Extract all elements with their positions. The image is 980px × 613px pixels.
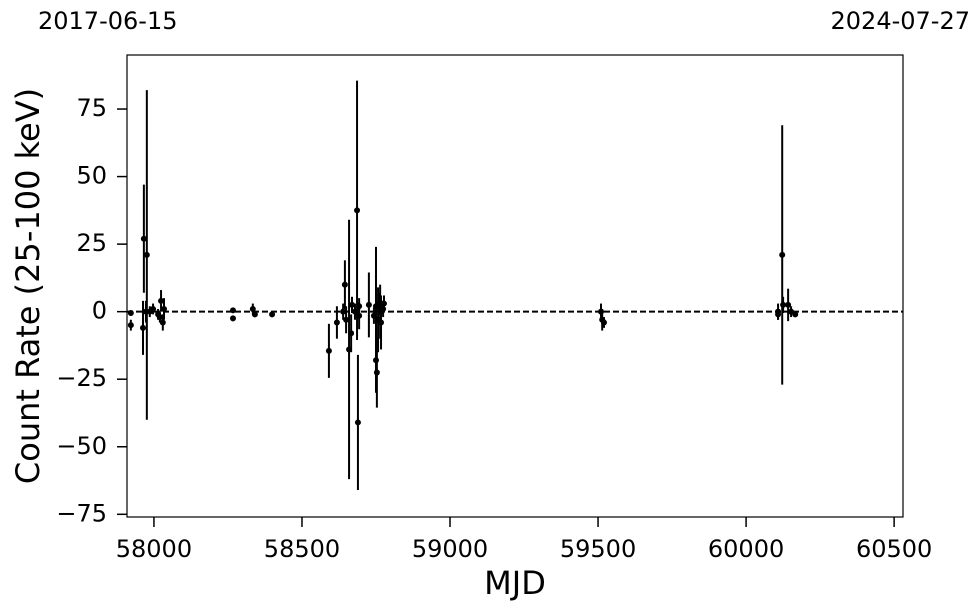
data-point [373, 369, 380, 376]
data-point [354, 419, 361, 426]
y-tick-label: 50 [76, 162, 107, 190]
top-left-date: 2017-06-15 [38, 7, 177, 35]
data-point [159, 319, 166, 326]
data-point [356, 312, 363, 319]
data-point [156, 314, 163, 321]
y-tick-label: 25 [76, 229, 107, 257]
data-point [780, 301, 787, 308]
data-point [229, 315, 236, 322]
data-point [343, 316, 350, 323]
plot-frame [126, 54, 904, 518]
y-axis-label: Count Rate (25-100 keV) [9, 88, 47, 484]
data-point [341, 281, 348, 288]
data-point [229, 307, 236, 314]
data-point [140, 235, 147, 242]
data-point [158, 297, 165, 304]
x-tick-label: 60000 [708, 535, 784, 563]
data-point [251, 311, 258, 318]
top-right-date: 2024-07-27 [831, 7, 970, 35]
data-point [150, 305, 157, 312]
y-tick-label: 75 [76, 94, 107, 122]
y-tick-label: −25 [56, 364, 107, 392]
data-point [127, 310, 134, 317]
data-point [143, 251, 150, 258]
y-tick-label: 0 [92, 297, 107, 325]
x-tick-label: 59000 [412, 535, 488, 563]
x-tick-label: 58000 [116, 535, 192, 563]
data-point [380, 300, 387, 307]
data-point [348, 330, 355, 337]
x-tick-label: 60500 [856, 535, 932, 563]
y-tick-label: −50 [56, 432, 107, 460]
data-point [600, 319, 607, 326]
data-point [161, 305, 168, 312]
x-tick-label: 58500 [264, 535, 340, 563]
data-point [354, 207, 361, 214]
data-point [249, 305, 256, 312]
x-tick-label: 59500 [560, 535, 636, 563]
x-axis-label: MJD [484, 564, 546, 602]
data-point [378, 319, 385, 326]
data-point [127, 322, 134, 329]
data-point [792, 311, 799, 318]
data-point [349, 301, 356, 308]
data-point [785, 301, 792, 308]
data-point [269, 311, 276, 318]
data-point [775, 311, 782, 318]
data-point [340, 308, 347, 315]
y-tick-label: −75 [56, 499, 107, 527]
data-point [779, 251, 786, 258]
data-point [365, 301, 372, 308]
data-point [139, 324, 146, 331]
data-point [325, 347, 332, 354]
data-point [333, 319, 340, 326]
